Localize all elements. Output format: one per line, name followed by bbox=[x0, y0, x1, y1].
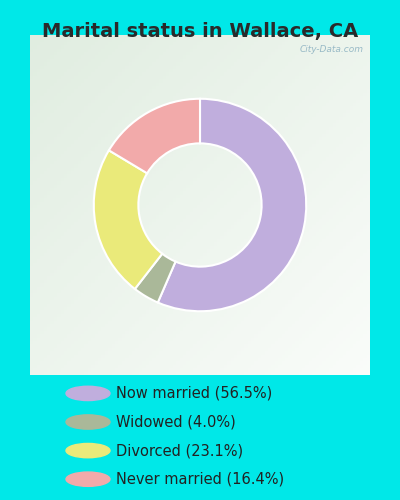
Circle shape bbox=[66, 386, 110, 400]
Circle shape bbox=[66, 415, 110, 429]
Text: City-Data.com: City-Data.com bbox=[299, 45, 363, 54]
Wedge shape bbox=[109, 99, 200, 174]
Wedge shape bbox=[94, 150, 162, 289]
Text: Never married (16.4%): Never married (16.4%) bbox=[116, 472, 284, 486]
Text: Now married (56.5%): Now married (56.5%) bbox=[116, 386, 272, 401]
Wedge shape bbox=[135, 254, 176, 302]
Circle shape bbox=[66, 444, 110, 458]
Wedge shape bbox=[158, 99, 306, 311]
Text: Marital status in Wallace, CA: Marital status in Wallace, CA bbox=[42, 22, 358, 42]
Text: Widowed (4.0%): Widowed (4.0%) bbox=[116, 414, 236, 430]
Circle shape bbox=[66, 472, 110, 486]
Text: Divorced (23.1%): Divorced (23.1%) bbox=[116, 443, 243, 458]
